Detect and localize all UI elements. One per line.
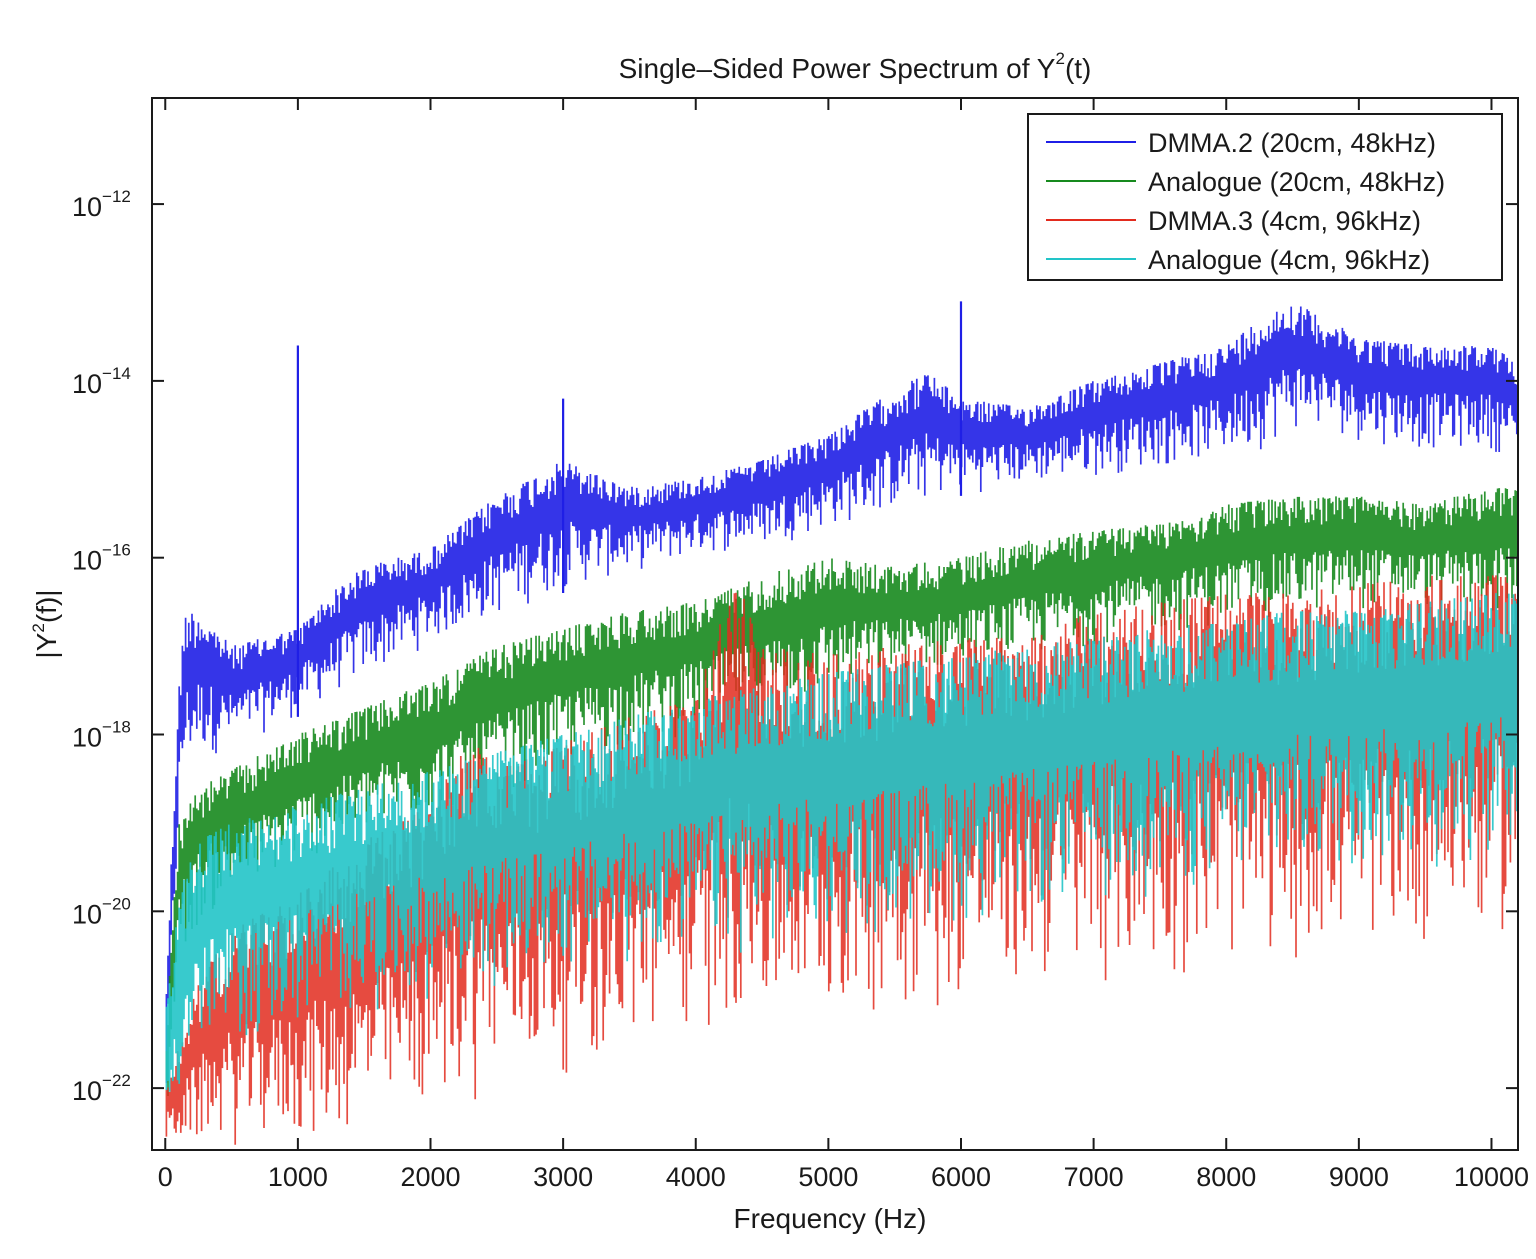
x-tick-label: 9000 [1329, 1162, 1389, 1192]
legend-entry-2: Analogue (20cm, 48kHz) [1046, 167, 1445, 197]
y-tick-label: 10−20 [72, 894, 131, 929]
axes-frame [151, 97, 1519, 1151]
x-axis: 0 1000 2000 3000 4000 5000 6000 7000 8000 9000 100… [158, 98, 1529, 1192]
legend-entry-1: DMMA.2 (20cm, 48kHz) [1046, 128, 1436, 158]
x-tick-label: 1000 [268, 1162, 328, 1192]
legend-label: DMMA.3 (4cm, 96kHz) [1148, 206, 1421, 236]
y-tick-label: 10−14 [72, 364, 131, 399]
x-tick-label: 7000 [1064, 1162, 1124, 1192]
x-tick-label: 6000 [931, 1162, 991, 1192]
legend-label: Analogue (4cm, 96kHz) [1148, 245, 1430, 275]
y-axis: 10−12 10−14 10−16 10−18 10−20 10−22 [72, 187, 1518, 1106]
x-axis-title: Frequency (Hz) [734, 1203, 927, 1234]
legend-label: DMMA.2 (20cm, 48kHz) [1148, 128, 1436, 158]
x-tick-label: 10000 [1454, 1162, 1529, 1192]
chart-title: Single–Sided Power Spectrum of Y2(t) [619, 49, 1092, 84]
x-tick-label: 2000 [400, 1162, 460, 1192]
y-tick-label: 10−16 [72, 541, 131, 576]
y-tick-label: 10−22 [72, 1071, 131, 1106]
x-tick-label: 3000 [533, 1162, 593, 1192]
x-tick-label: 0 [158, 1162, 173, 1192]
x-tick-label: 8000 [1196, 1162, 1256, 1192]
chart-title-superscript: 2 [1055, 49, 1064, 68]
y-tick-label: 10−12 [72, 187, 131, 222]
series-4-trace [165, 593, 1518, 1092]
x-tick-label: 4000 [666, 1162, 726, 1192]
y-tick-label: 10−18 [72, 718, 131, 753]
legend: DMMA.2 (20cm, 48kHz) Analogue (20cm, 48kH… [1027, 113, 1503, 281]
series-layer [165, 301, 1518, 1145]
legend-entry-4: Analogue (4cm, 96kHz) [1046, 245, 1430, 275]
x-tick-label: 5000 [798, 1162, 858, 1192]
legend-entry-3: DMMA.3 (4cm, 96kHz) [1046, 206, 1421, 236]
legend-label: Analogue (20cm, 48kHz) [1148, 167, 1445, 197]
y-axis-title-superscript: 2 [29, 623, 48, 632]
y-axis-title: |Y2(f)| [29, 589, 62, 658]
